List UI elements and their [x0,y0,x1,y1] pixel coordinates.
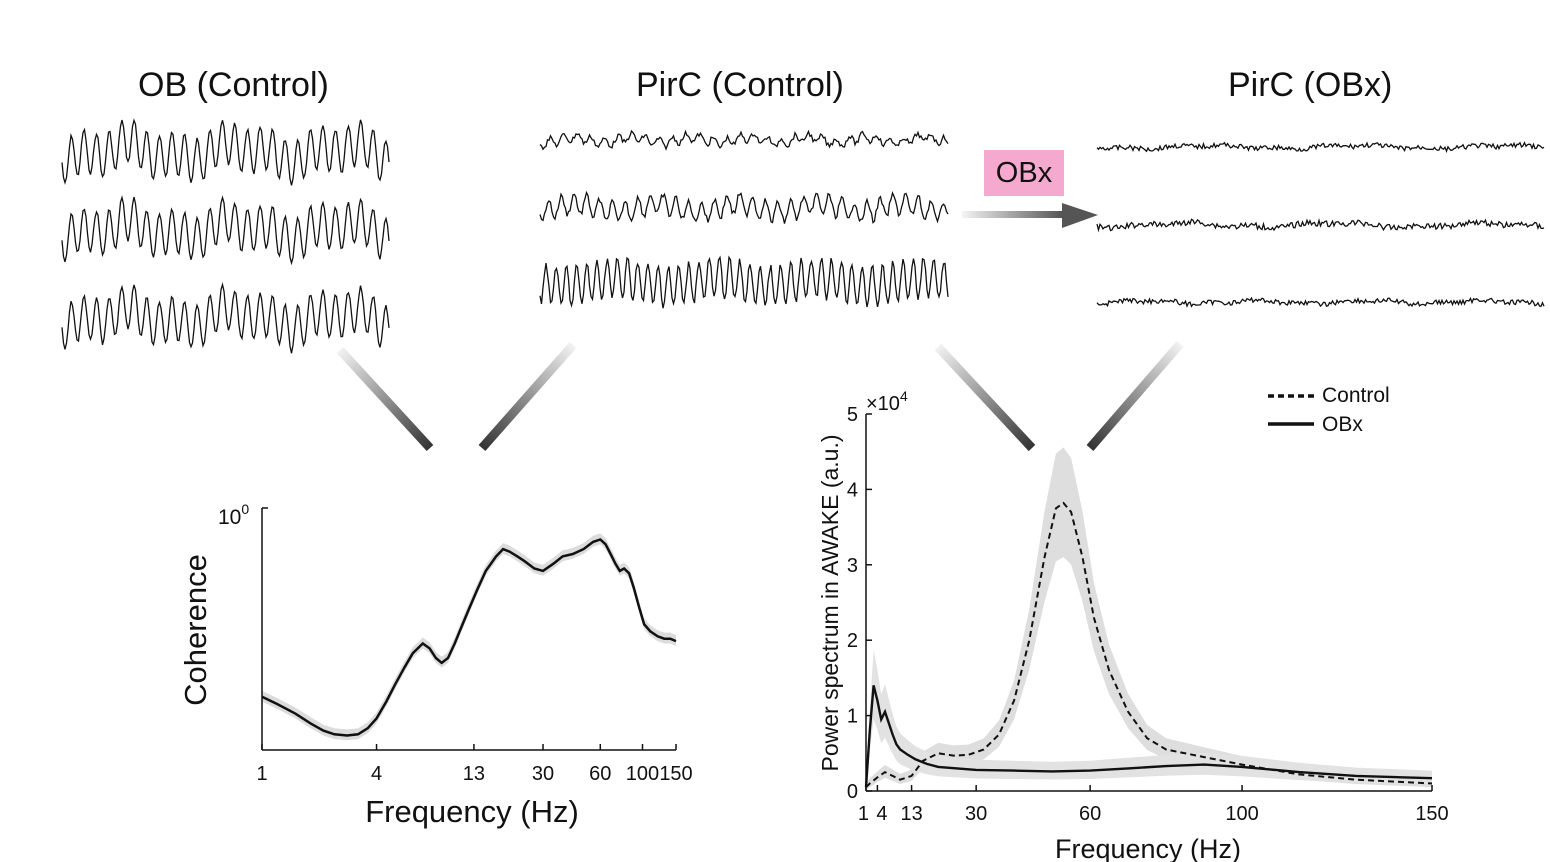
power-xtick-label: 30 [965,803,987,825]
power-axis-multiplier: ×104 [866,388,908,415]
obx-badge: OBx [984,150,1064,196]
control-series-line [865,501,1433,788]
coherence-x-label: Frequency (Hz) [365,794,579,829]
power-ytick-label: 5 [847,404,858,426]
control-error-band [866,447,1432,791]
obx-series-line [864,685,1433,788]
connector-bar [1086,341,1184,451]
lfp-trace [61,282,390,354]
power-ytick-label: 4 [847,479,858,501]
connector-bar [934,343,1036,452]
power-xtick-label: 60 [1079,803,1101,825]
obx-arrow [962,203,1098,228]
title-pirc-control: PirC (Control) [636,66,844,104]
obx-error-band [866,650,1432,791]
coherence-xtick-label: 1 [256,763,267,785]
legend-obx-label: OBx [1322,413,1363,436]
power-xtick-label: 150 [1415,803,1448,825]
coherence-xtick-label: 4 [371,763,382,785]
power-ytick-label: 1 [847,706,858,728]
coherence-xtick-label: 150 [659,763,692,785]
power-ytick-label: 0 [847,781,858,803]
lfp-trace [1096,217,1545,233]
power-x-label: Frequency (Hz) [1055,834,1241,862]
coherence-xtick-label: 100 [626,763,659,785]
legend-control-label: Control [1322,384,1390,407]
power-y-label: Power spectrum in AWAKE (a.u.) [817,434,843,771]
lfp-trace [1096,296,1545,308]
power-ytick-label: 3 [847,555,858,577]
lfp-trace [539,255,949,309]
coherence-xtick-label: 30 [532,763,554,785]
coherence-xtick-label: 60 [589,763,611,785]
coherence-xtick-label: 13 [463,763,485,785]
lfp-trace [539,190,949,224]
power-ytick-label: 2 [847,630,858,652]
lfp-trace [1096,141,1545,154]
coherence-ytick-label: 100 [218,501,249,529]
coherence-y-label: Coherence [178,554,213,706]
lfp-trace [61,118,390,186]
lfp-trace [539,129,949,151]
title-ob-control: OB (Control) [138,66,329,104]
power-xtick-label: 100 [1225,803,1258,825]
legend: Control OBx [1268,384,1390,436]
power-xtick-label: 4 [876,803,887,825]
power-xtick-label: 13 [900,803,922,825]
connector-bar [478,342,577,451]
connector-bar [336,346,434,452]
coherence-error-band [262,533,676,741]
lfp-trace [61,195,390,266]
power-xtick-label: 1 [858,803,869,825]
lfp-traces [61,118,1545,354]
coherence-chart: 100 1 4 13 30 60 100 150 Frequency (Hz) Cohere… [178,501,693,829]
coherence-series-line [261,538,677,737]
title-pirc-obx: PirC (OBx) [1228,66,1393,104]
